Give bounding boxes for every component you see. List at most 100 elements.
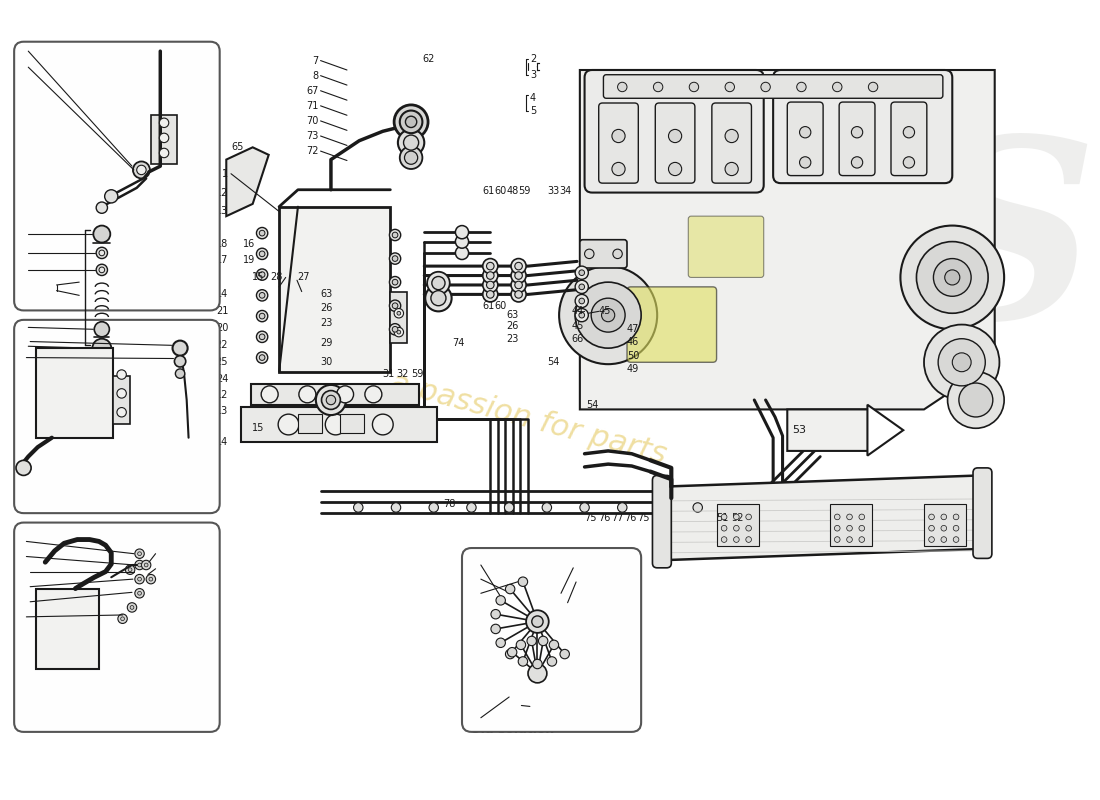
- Circle shape: [389, 324, 400, 335]
- Circle shape: [859, 526, 865, 531]
- Circle shape: [575, 282, 641, 348]
- Text: 6: 6: [19, 551, 25, 562]
- Circle shape: [613, 249, 623, 258]
- Circle shape: [129, 568, 132, 571]
- Circle shape: [394, 105, 428, 139]
- Circle shape: [135, 589, 144, 598]
- Circle shape: [725, 162, 738, 176]
- Circle shape: [527, 636, 537, 646]
- Text: 54: 54: [547, 358, 559, 367]
- Circle shape: [138, 552, 142, 555]
- Circle shape: [389, 230, 400, 241]
- Circle shape: [455, 226, 469, 238]
- Circle shape: [429, 502, 439, 512]
- Circle shape: [653, 82, 663, 92]
- Text: 65: 65: [231, 142, 244, 152]
- Circle shape: [393, 303, 398, 309]
- Text: 70: 70: [306, 116, 319, 126]
- Text: 31: 31: [382, 369, 394, 378]
- Circle shape: [405, 151, 418, 164]
- Circle shape: [261, 386, 278, 403]
- Text: 4: 4: [530, 94, 536, 103]
- Text: 47: 47: [627, 324, 639, 334]
- Text: 66: 66: [571, 334, 584, 344]
- Circle shape: [612, 130, 625, 142]
- Circle shape: [455, 235, 469, 248]
- FancyBboxPatch shape: [584, 70, 763, 193]
- Bar: [340, 414, 364, 433]
- Text: 24: 24: [216, 374, 228, 384]
- Text: 11: 11: [19, 582, 32, 592]
- Circle shape: [722, 514, 727, 520]
- Text: S: S: [916, 128, 1097, 370]
- Circle shape: [399, 146, 422, 169]
- FancyBboxPatch shape: [891, 102, 927, 176]
- Circle shape: [133, 162, 150, 178]
- Circle shape: [117, 370, 126, 379]
- Circle shape: [725, 130, 738, 142]
- Circle shape: [486, 290, 494, 298]
- Circle shape: [722, 537, 727, 542]
- Text: 10: 10: [19, 566, 32, 577]
- Text: 77: 77: [610, 513, 624, 523]
- Text: 42: 42: [148, 166, 162, 176]
- Circle shape: [256, 310, 267, 322]
- Circle shape: [118, 614, 128, 623]
- Text: Old solution: Old solution: [21, 706, 104, 719]
- Circle shape: [901, 226, 1004, 330]
- Text: 46: 46: [627, 338, 639, 347]
- Circle shape: [617, 82, 627, 92]
- Circle shape: [693, 502, 703, 512]
- Circle shape: [96, 202, 108, 214]
- Text: 58: 58: [573, 560, 586, 570]
- Circle shape: [938, 338, 986, 386]
- Circle shape: [575, 266, 589, 279]
- Circle shape: [868, 82, 878, 92]
- Circle shape: [559, 266, 657, 364]
- Text: 64: 64: [517, 703, 530, 714]
- Circle shape: [617, 502, 627, 512]
- Text: 2: 2: [530, 54, 536, 64]
- Circle shape: [389, 277, 400, 288]
- Circle shape: [507, 647, 517, 657]
- Text: 14: 14: [216, 290, 228, 299]
- Circle shape: [496, 638, 505, 647]
- Circle shape: [579, 312, 584, 318]
- Bar: [113, 377, 130, 423]
- Text: 15: 15: [252, 273, 264, 282]
- Circle shape: [389, 300, 400, 311]
- Circle shape: [496, 596, 505, 605]
- Text: 9: 9: [19, 537, 25, 546]
- Circle shape: [256, 331, 267, 342]
- Circle shape: [121, 617, 124, 621]
- Text: 36: 36: [19, 248, 32, 258]
- Circle shape: [847, 514, 852, 520]
- Circle shape: [404, 135, 419, 150]
- Text: 13: 13: [216, 406, 228, 416]
- Circle shape: [138, 563, 142, 567]
- Text: Vale per USA e CDN: Vale per USA e CDN: [21, 483, 138, 496]
- Circle shape: [397, 330, 400, 334]
- Text: 74: 74: [452, 338, 465, 349]
- Circle shape: [173, 341, 188, 356]
- Circle shape: [953, 353, 971, 372]
- Circle shape: [734, 526, 739, 531]
- Circle shape: [138, 578, 142, 581]
- Circle shape: [326, 414, 346, 435]
- Polygon shape: [36, 589, 99, 669]
- Circle shape: [160, 148, 168, 158]
- Circle shape: [144, 563, 148, 567]
- Text: 75: 75: [584, 513, 597, 523]
- Text: 27: 27: [297, 273, 309, 282]
- Text: 78: 78: [443, 498, 455, 509]
- Bar: [924, 504, 967, 546]
- Text: 1: 1: [222, 169, 228, 178]
- Circle shape: [761, 82, 770, 92]
- Circle shape: [278, 414, 299, 435]
- Circle shape: [117, 407, 126, 417]
- Text: 43: 43: [19, 46, 32, 56]
- Text: 41: 41: [148, 150, 162, 160]
- Circle shape: [669, 130, 682, 142]
- Circle shape: [256, 269, 267, 280]
- Text: 35: 35: [19, 229, 32, 239]
